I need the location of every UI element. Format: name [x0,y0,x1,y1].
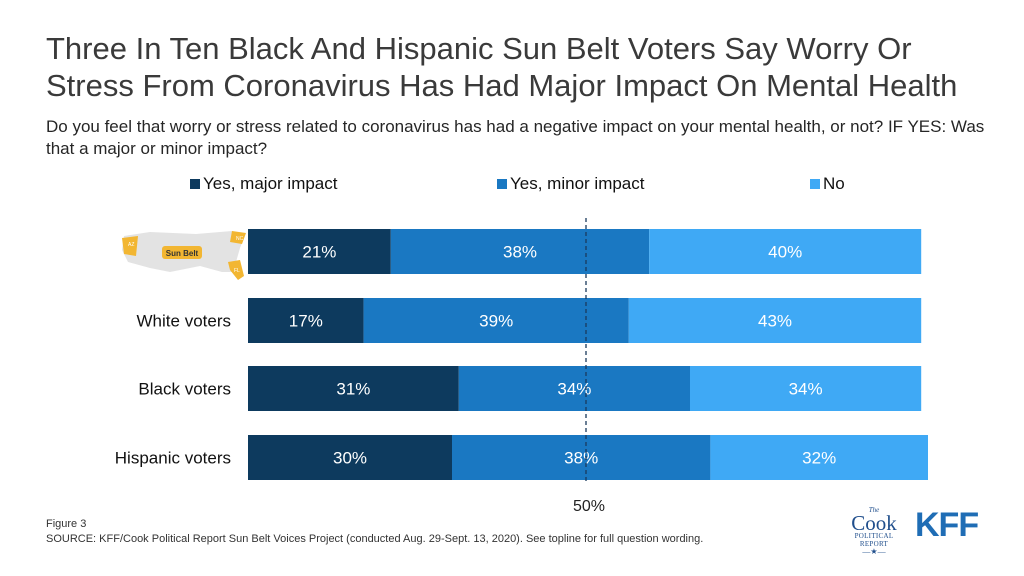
arizona-shape [122,236,138,256]
legend-swatch-no [810,179,820,189]
cook-logo-name: Cook [851,511,897,535]
figure-number: Figure 3 [46,518,87,530]
legend-item-major: Yes, major impact [190,174,337,194]
florida-shape [228,260,244,280]
legend-label-no: No [823,174,845,193]
legend-swatch-minor [497,179,507,189]
bar-segment-major [248,366,459,411]
legend-item-minor: Yes, minor impact [497,174,644,194]
bar-segment-major [248,298,364,343]
data-label: 40% [768,243,802,262]
data-label: 38% [564,449,598,468]
legend-label-minor: Yes, minor impact [510,174,645,193]
cook-logo-the: The [868,506,880,514]
cook-logo-report: REPORT [859,540,889,548]
chart-subtitle: Do you feel that worry or stress related… [46,117,985,158]
data-label: 34% [557,380,591,399]
bar-segment-major [248,435,452,480]
data-label: 38% [503,243,537,262]
chart-title: Three In Ten Black And Hispanic Sun Belt… [46,31,958,103]
bar-segment-minor [452,435,711,480]
legend-item-no: No [810,174,845,194]
category-label: White voters [137,312,231,331]
cook-political-report-logo: The Cook POLITICAL REPORT —★— [843,507,905,557]
reference-line-label: 50% [573,498,605,515]
kff-logo: KFF [915,506,979,544]
bar-segment-minor [363,298,629,343]
cook-logo-political: POLITICAL [854,532,894,540]
source-note: SOURCE: KFF/Cook Political Report Sun Be… [46,533,704,545]
data-label: 31% [336,380,370,399]
sun-belt-label-box [162,246,202,259]
data-label: 43% [758,312,792,331]
bar-segment-no [649,229,922,274]
chart-legend: Yes, major impact Yes, minor impact No [0,174,1024,194]
bar-segment-major [248,229,391,274]
bar-segment-minor [390,229,650,274]
legend-label-major: Yes, major impact [203,174,338,193]
data-label: 39% [479,312,513,331]
bar-segment-no [710,435,928,480]
sun-belt-label: Sun Belt [166,249,199,258]
sun-belt-map-icon: Sun Belt AZ NC FL [122,231,246,280]
state-label: FL [234,268,240,274]
cook-logo-star: —★— [862,547,886,556]
state-label: AZ [128,242,134,248]
state-label: NC [236,236,244,242]
bar-segment-minor [458,366,690,411]
data-label: 30% [333,449,367,468]
data-label: 17% [289,312,323,331]
bar-segment-no [628,298,922,343]
data-label: 21% [302,243,336,262]
data-label: 34% [789,380,823,399]
category-label: Black voters [138,380,231,399]
bar-segment-no [690,366,922,411]
category-label: Hispanic voters [115,449,231,468]
legend-swatch-major [190,179,200,189]
north-carolina-shape [230,231,246,244]
data-label: 32% [802,449,836,468]
